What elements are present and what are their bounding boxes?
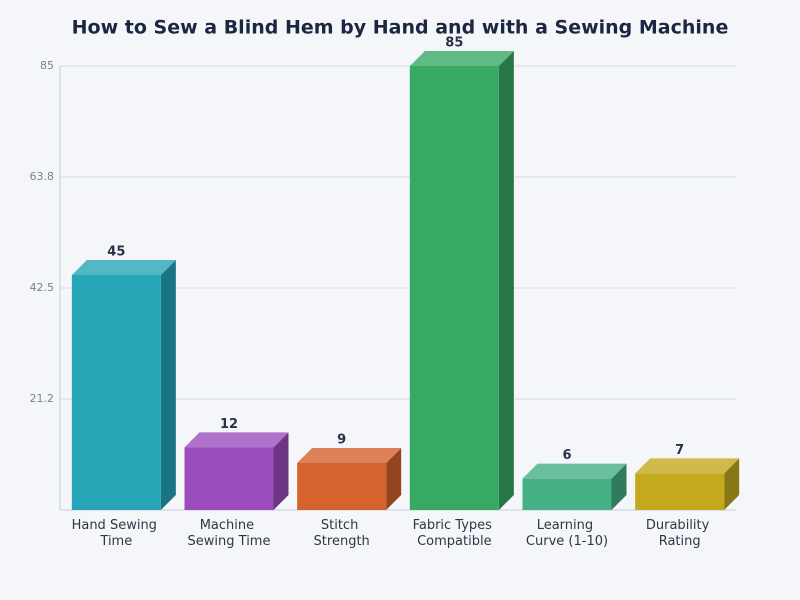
value-label: 9: [337, 432, 346, 447]
value-label: 6: [562, 448, 571, 463]
bar: [635, 473, 725, 510]
bar-side: [160, 259, 176, 510]
x-tick-line: Learning: [537, 518, 598, 533]
x-tick-line: Fabric Types: [413, 518, 497, 533]
bar-side: [498, 51, 514, 510]
x-tick-label: Durability Rating: [646, 518, 714, 549]
value-label: 85: [445, 36, 463, 51]
bar-side: [273, 432, 289, 510]
bar-top: [71, 259, 176, 275]
x-tick-label: Fabric Types Compatible: [413, 518, 497, 549]
bar: [522, 478, 612, 510]
bar-top: [635, 458, 740, 474]
x-tick-line: Rating: [659, 534, 701, 549]
chart-title: How to Sew a Blind Hem by Hand and with …: [72, 17, 729, 39]
x-tick-line: Hand Sewing: [72, 518, 161, 533]
y-tick-label: 63.8: [30, 170, 55, 183]
bar-side: [386, 447, 402, 510]
bar-side: [611, 463, 627, 510]
bar: [297, 462, 387, 510]
x-tick-line: Machine: [200, 518, 259, 533]
bar-top: [409, 51, 514, 66]
x-tick-line: Compatible: [417, 534, 491, 549]
bar: [409, 66, 499, 510]
bar-top: [297, 447, 402, 463]
bar-side: [724, 458, 740, 510]
bar-top: [522, 463, 627, 479]
y-tick-label: 85: [40, 59, 54, 72]
value-label: 12: [220, 417, 238, 432]
bar: [184, 447, 274, 510]
x-tick-line: Durability: [646, 518, 714, 533]
x-tick-line: Stitch: [321, 518, 363, 533]
x-tick-line: Strength: [314, 534, 370, 549]
value-label: 45: [107, 244, 125, 259]
x-tick-line: Time: [99, 534, 132, 549]
x-tick-label: Machine Sewing Time: [188, 518, 271, 549]
x-tick-label: Hand Sewing Time: [72, 518, 161, 549]
y-tick-label: 21.2: [30, 392, 55, 405]
value-label: 7: [675, 443, 684, 458]
bar: [71, 274, 161, 510]
x-tick-label: Stitch Strength: [314, 518, 370, 549]
x-tick-label: Learning Curve (1-10): [526, 518, 608, 549]
x-tick-line: Curve (1-10): [526, 534, 608, 549]
x-tick-line: Sewing Time: [188, 534, 271, 549]
bar-top: [184, 432, 289, 448]
y-tick-label: 42.5: [30, 281, 55, 294]
